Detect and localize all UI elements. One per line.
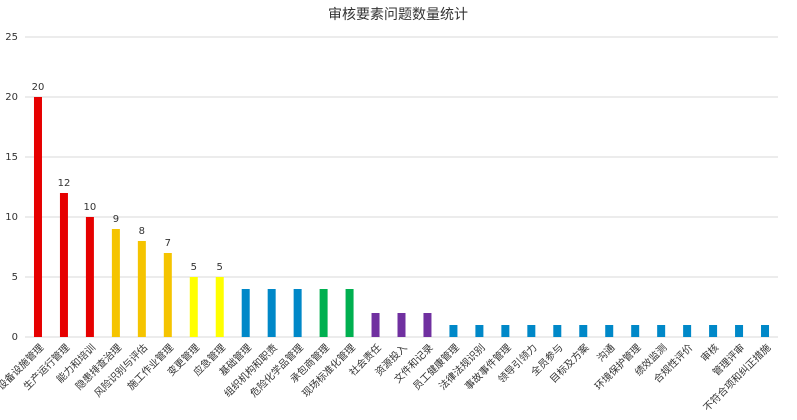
chart-title: 审核要素问题数量统计: [328, 7, 468, 23]
y-tick-label: 20: [5, 92, 18, 103]
data-label: 7: [165, 238, 171, 249]
bar: [163, 253, 172, 337]
x-tick-label: 沟通: [594, 341, 617, 364]
bar: [293, 289, 302, 337]
bar: [527, 325, 536, 337]
bar: [761, 325, 770, 337]
bar: [267, 289, 276, 337]
y-tick-label: 15: [5, 152, 18, 163]
bar: [501, 325, 510, 337]
bar: [579, 325, 588, 337]
bar: [345, 289, 354, 337]
bar: [709, 325, 718, 337]
bar: [215, 277, 224, 337]
bar: [735, 325, 744, 337]
bar: [33, 97, 42, 337]
data-label: 5: [217, 262, 223, 273]
y-tick-label: 5: [12, 272, 18, 283]
bar: [657, 325, 666, 337]
bar: [59, 193, 68, 337]
data-label: 9: [113, 214, 119, 225]
y-tick-label: 10: [5, 212, 18, 223]
bar: [85, 217, 94, 337]
bar: [449, 325, 458, 337]
bar: [371, 313, 380, 337]
bar: [241, 289, 250, 337]
x-tick-label: 环境保护管理: [592, 341, 644, 393]
bar: [631, 325, 640, 337]
bar: [319, 289, 328, 337]
data-label: 12: [58, 178, 71, 189]
bar: [553, 325, 562, 337]
data-label: 20: [32, 82, 45, 93]
x-tick-label: 审核: [698, 341, 721, 364]
data-label: 5: [191, 262, 197, 273]
data-label: 8: [139, 226, 145, 237]
bar: [475, 325, 484, 337]
bar: [137, 241, 146, 337]
bar: [397, 313, 406, 337]
bar: [423, 313, 432, 337]
bar: [605, 325, 614, 337]
data-label: 10: [84, 202, 97, 213]
y-tick-label: 0: [12, 332, 18, 343]
y-tick-label: 25: [5, 32, 18, 43]
bar: [111, 229, 120, 337]
bar: [189, 277, 198, 337]
bar: [683, 325, 692, 337]
